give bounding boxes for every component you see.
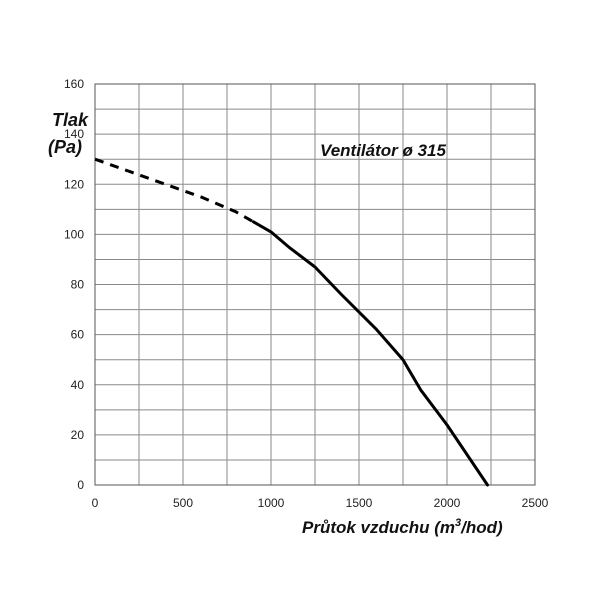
y-axis-label-line1: Tlak bbox=[52, 110, 89, 130]
plot-frame bbox=[94, 83, 536, 486]
y-tick-label: 20 bbox=[71, 428, 85, 442]
x-axis-label-end: /hod) bbox=[460, 518, 503, 537]
y-tick-label: 120 bbox=[64, 177, 84, 191]
series-line-solid bbox=[251, 220, 489, 487]
x-tick-label: 2500 bbox=[522, 496, 549, 510]
series-group bbox=[94, 157, 489, 487]
tick-labels: 0 20 40 60 80 100 120 140 160 0 500 1000 1500 2000 250… bbox=[64, 77, 549, 510]
series-line-dashed bbox=[94, 157, 255, 224]
x-tick-label: 0 bbox=[92, 496, 99, 510]
grid bbox=[94, 83, 536, 486]
x-axis-label: Průtok vzduchu (m3/hod) bbox=[302, 517, 503, 537]
x-axis-label-main: Průtok vzduchu (m bbox=[302, 518, 455, 537]
x-tick-label: 1000 bbox=[258, 496, 285, 510]
y-tick-label: 160 bbox=[64, 77, 84, 91]
y-tick-label: 80 bbox=[71, 278, 85, 292]
y-tick-label: 140 bbox=[64, 127, 84, 141]
chart-title: Ventilátor ø 315 bbox=[320, 141, 447, 160]
y-tick-label: 40 bbox=[71, 378, 85, 392]
x-tick-label: 500 bbox=[173, 496, 193, 510]
y-tick-label: 0 bbox=[77, 478, 84, 492]
y-axis-label-line2: (Pa) bbox=[48, 137, 82, 157]
y-tick-label: 100 bbox=[64, 227, 84, 241]
x-tick-label: 2000 bbox=[434, 496, 461, 510]
y-tick-label: 60 bbox=[71, 328, 85, 342]
x-tick-label: 1500 bbox=[346, 496, 373, 510]
x-axis-label-sup: 3 bbox=[455, 517, 461, 529]
